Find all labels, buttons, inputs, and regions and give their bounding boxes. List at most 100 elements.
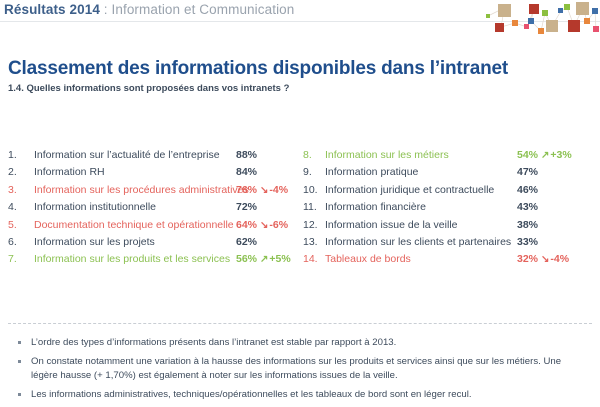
trend-down-icon: ↘ [260,219,269,231]
rank-number: 3. [8,183,17,196]
header-title-strong: Résultats 2014 [4,2,100,17]
rank-number: 2. [8,166,17,179]
rank-percent: 62% [236,235,258,248]
rank-percent: 88% [236,149,258,161]
rank-stats: 64% ↘-6% [236,217,288,234]
table-row: 7. Information sur les produits et les se… [8,251,300,268]
rank-percent: 43% [517,201,539,214]
rank-percent: 72% [236,201,258,214]
table-row: 6. Information sur les projets 62% [8,234,300,251]
rank-number: 6. [8,235,17,248]
rank-stats: 76% ↘-4% [236,182,288,199]
header-divider [0,21,600,22]
rank-label: Tableaux de bords [325,253,411,266]
rank-percent: 38% [517,218,539,231]
table-row: 1. Information sur l’actualité de l’entre… [8,147,300,164]
table-row: 2. Information RH 84% [8,164,300,181]
header-title-light: : Information et Communication [99,2,295,17]
rank-label: Information institutionnelle [34,201,156,214]
rank-delta: -6% [269,218,289,231]
list-item: L’ordre des types d’informations présent… [14,336,584,350]
rank-label: Information sur les clients et partenair… [325,235,512,248]
rank-percent: 54% [517,149,539,161]
rank-stats: 88% [236,147,257,164]
trend-up-icon: ↗ [260,254,269,266]
rank-delta: -4% [550,253,570,266]
list-item: On constate notamment une variation à la… [14,355,584,383]
note-text: Les informations administratives, techni… [31,389,472,400]
rank-number: 14. [303,253,318,266]
rank-stats: 84% [236,164,257,181]
rank-label: Information juridique et contractuelle [325,183,495,196]
table-row: 14. Tableaux de bords 32% ↘-4% [303,251,595,268]
table-row: 9. Information pratique 47% [303,164,595,181]
table-row: 8. Information sur les métiers 54% ↗+3% [303,147,595,164]
rank-label: Information sur l’actualité de l’entrepr… [34,149,220,161]
ranking-column-left: 1. Information sur l’actualité de l’entre… [8,147,300,269]
rank-number: 4. [8,201,17,214]
table-row: 11. Information financière 43% [303,199,595,216]
rank-label: Information sur les procédures administr… [34,183,249,196]
rank-delta: -4% [269,183,289,196]
rank-percent: 46% [517,183,539,196]
rank-number: 5. [8,218,17,231]
trend-down-icon: ↘ [260,184,269,196]
table-row: 5. Documentation technique et opérationne… [8,217,300,234]
ranking-lists: 1. Information sur l’actualité de l’entre… [0,147,600,272]
rank-stats: 72% [236,199,257,216]
note-text: On constate notamment une variation à la… [31,356,562,381]
rank-number: 11. [303,201,317,214]
rank-percent: 56% [236,253,258,266]
rank-label: Information pratique [325,166,419,179]
rank-stats: 62% [236,234,257,251]
rank-label: Information sur les projets [34,235,155,248]
bullet-icon [18,360,21,363]
table-row: 10. Information juridique et contractuell… [303,182,595,199]
page-subtitle: 1.4. Quelles informations sont proposées… [8,83,290,94]
rank-percent: 64% [236,218,258,231]
rank-label: Documentation technique et opérationnell… [34,218,234,231]
rank-delta: +3% [550,149,572,161]
ranking-column-right: 8. Information sur les métiers 54% ↗+3% 9. In… [303,147,595,269]
page-title: Classement des informations disponibles … [8,58,508,79]
network-nodes-graphic [486,2,599,34]
rank-delta: +5% [269,253,291,266]
rank-label: Information issue de la veille [325,218,458,231]
title-block: Classement des informations disponibles … [8,58,592,95]
rank-number: 13. [303,235,318,248]
rank-percent: 84% [236,166,258,179]
rank-stats: 47% [517,164,538,181]
table-row: 13. Information sur les clients et parten… [303,234,595,251]
page-header: Résultats 2014 : Information et Communic… [0,0,600,34]
rank-stats: 38% [517,217,538,234]
rank-stats: 32% ↘-4% [517,251,569,268]
bullet-icon [18,393,21,396]
header-title: Résultats 2014 : Information et Communic… [4,2,294,17]
rank-percent: 76% [236,183,258,196]
rank-number: 1. [8,149,17,161]
table-row: 3. Information sur les procédures adminis… [8,182,300,199]
rank-stats: 56% ↗+5% [236,251,291,268]
rank-label: Information financière [325,201,426,214]
rank-percent: 47% [517,166,539,179]
trend-down-icon: ↘ [541,254,550,266]
note-text: L’ordre des types d’informations présent… [31,337,397,348]
bullet-icon [18,341,21,344]
rank-stats: 46% [517,182,538,199]
notes-separator [8,323,592,324]
rank-number: 9. [303,166,312,179]
table-row: 12. Information issue de la veille 38% [303,217,595,234]
rank-stats: 43% [517,199,538,216]
rank-stats: 33% [517,234,538,251]
table-row: 4. Information institutionnelle 72% [8,199,300,216]
rank-percent: 33% [517,235,539,248]
list-item: Les informations administratives, techni… [14,388,584,402]
rank-number: 12. [303,218,318,231]
rank-percent: 32% [517,253,539,266]
rank-label: Information sur les métiers [325,149,449,161]
trend-up-icon: ↗ [541,150,550,161]
rank-number: 8. [303,149,312,161]
rank-label: Information sur les produits et les serv… [34,253,231,266]
rank-stats: 54% ↗+3% [517,147,572,164]
rank-number: 7. [8,253,17,266]
